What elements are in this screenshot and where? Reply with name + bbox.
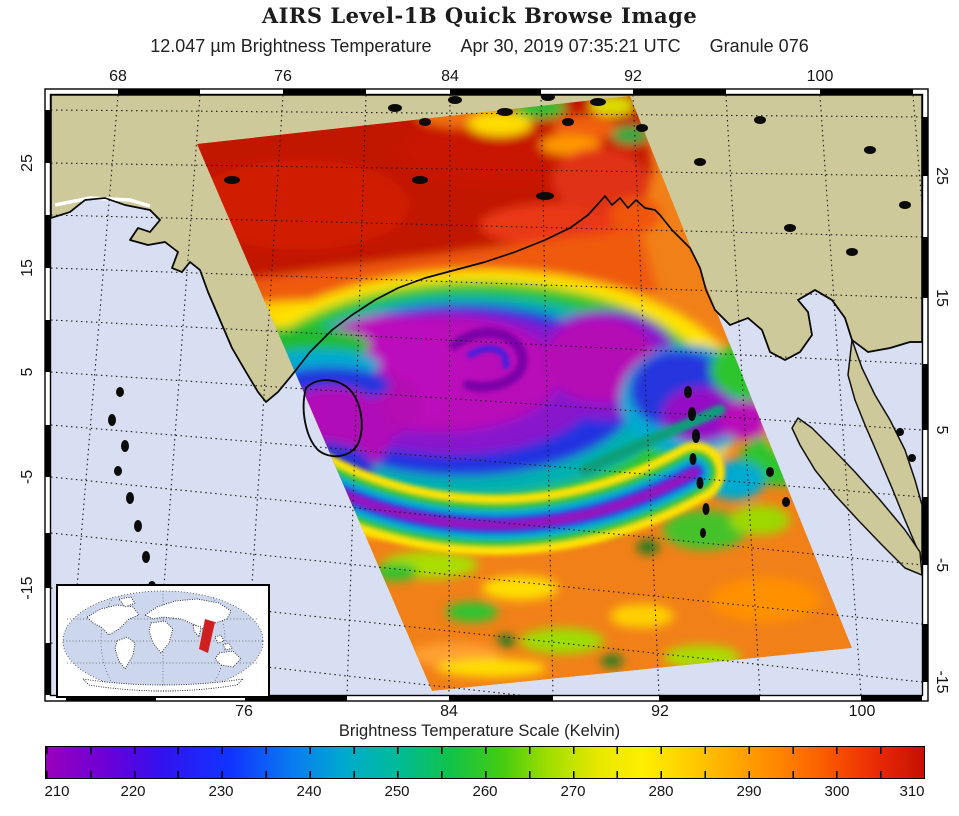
colorbar-tick-label: 220: [120, 783, 146, 800]
lat-tick-left: 15: [19, 259, 36, 277]
colorbar-tick-label: 300: [824, 783, 850, 800]
lon-tick-bottom: 76: [235, 703, 253, 720]
lat-tick-right: 25: [933, 167, 950, 185]
coastline-layer: [51, 95, 922, 591]
map-frame: [44, 88, 929, 702]
wavelength-label: 12.047 µm Brightness Temperature: [150, 36, 432, 56]
sri-lanka-coastline: [302, 379, 363, 458]
malay-peninsula: [847, 339, 922, 561]
lon-tick-top: 100: [806, 68, 834, 85]
inset-swath-marker: [199, 619, 215, 653]
colorbar-tick-label: 210: [44, 783, 70, 800]
lat-tick-right: 5: [933, 425, 950, 435]
lat-tick-left: -15: [19, 576, 36, 600]
lat-tick-right: 15: [933, 289, 950, 307]
lat-tick-left: -5: [19, 469, 36, 485]
lon-tick-bottom: 84: [440, 703, 458, 720]
lon-tick-top: 68: [109, 68, 127, 85]
colorbar-title: Brightness Temperature Scale (Kelvin): [338, 722, 621, 740]
lon-tick-bottom: 100: [848, 703, 876, 720]
colorbar-ticks-top: [46, 747, 924, 754]
page-title: AIRS Level-1B Quick Browse Image: [261, 3, 698, 28]
timestamp-label: Apr 30, 2019 07:35:21 UTC: [460, 36, 681, 56]
lat-tick-left: 25: [19, 154, 36, 172]
subtitle: 12.047 µm Brightness Temperature Apr 30,…: [0, 36, 959, 57]
colorbar-ticks-bottom: [46, 771, 924, 778]
colorbar-tick-label: 290: [736, 783, 762, 800]
frame-tick-bars: [45, 89, 928, 701]
lat-tick-right: -5: [933, 557, 950, 573]
colorbar: [45, 746, 925, 779]
inset-world-map: [56, 584, 270, 698]
colorbar-tick-label: 230: [208, 783, 234, 800]
lon-tick-bottom: 92: [651, 703, 669, 720]
granule-label: Granule 076: [709, 36, 809, 56]
india-coastline: [51, 195, 922, 403]
lon-tick-top: 76: [274, 68, 292, 85]
lat-tick-left: 5: [19, 367, 36, 377]
island-specks: [108, 95, 916, 591]
colorbar-tick-label: 270: [560, 783, 586, 800]
colorbar-tick-label: 260: [472, 783, 498, 800]
lat-tick-right: -15: [933, 670, 950, 694]
lon-tick-top: 92: [624, 68, 642, 85]
lon-tick-top: 84: [441, 68, 459, 85]
colorbar-tick-label: 310: [899, 783, 925, 800]
colorbar-tick-label: 250: [384, 783, 410, 800]
colorbar-tick-label: 240: [296, 783, 322, 800]
colorbar-tick-label: 280: [648, 783, 674, 800]
sumatra-island: [791, 417, 922, 576]
